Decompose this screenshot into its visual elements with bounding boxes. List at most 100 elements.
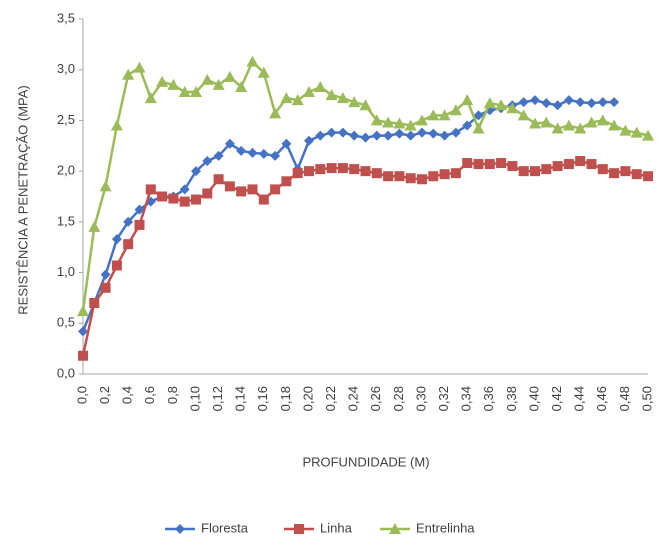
x-tick-label: 0,8 xyxy=(165,386,180,404)
marker xyxy=(462,120,473,131)
x-axis-title: PROFUNDIDADE (M) xyxy=(302,454,429,469)
x-tick-label: 0,14 xyxy=(233,386,248,411)
marker xyxy=(518,97,529,108)
marker xyxy=(111,234,122,245)
marker xyxy=(609,97,620,108)
marker xyxy=(236,145,247,156)
x-tick-label: 0,2 xyxy=(97,386,112,404)
legend-marker xyxy=(294,524,304,534)
marker xyxy=(258,148,269,159)
x-tick-label: 0,30 xyxy=(413,386,428,411)
marker xyxy=(78,326,88,337)
marker xyxy=(585,116,598,128)
marker xyxy=(394,128,405,139)
x-tick-label: 0,16 xyxy=(255,386,270,411)
legend-label: Linha xyxy=(320,520,353,535)
marker xyxy=(630,126,643,138)
marker xyxy=(77,305,89,317)
marker xyxy=(417,174,427,185)
x-tick-label: 0,40 xyxy=(526,386,541,411)
x-tick-label: 0,0 xyxy=(74,386,89,404)
marker xyxy=(428,171,439,182)
marker xyxy=(168,193,179,204)
marker xyxy=(507,161,518,172)
marker xyxy=(551,122,564,134)
marker xyxy=(123,216,134,227)
marker xyxy=(78,350,88,361)
y-tick-label: 2,0 xyxy=(57,163,75,178)
marker xyxy=(383,171,394,182)
marker xyxy=(563,159,574,170)
marker xyxy=(303,86,315,98)
marker xyxy=(89,298,100,308)
marker xyxy=(449,104,462,116)
marker xyxy=(405,130,416,141)
marker xyxy=(179,196,190,207)
marker xyxy=(439,130,450,141)
y-tick-label: 0,0 xyxy=(57,365,75,380)
x-tick-label: 0,32 xyxy=(436,386,451,411)
marker xyxy=(530,95,540,106)
marker xyxy=(133,61,146,73)
marker xyxy=(348,96,361,108)
marker xyxy=(517,109,530,121)
x-tick-label: 0,22 xyxy=(323,386,338,411)
marker xyxy=(337,163,348,174)
marker xyxy=(450,127,461,138)
marker xyxy=(461,94,474,106)
marker xyxy=(360,132,371,143)
x-tick-label: 0,18 xyxy=(278,386,293,411)
x-tick-label: 0,10 xyxy=(187,386,202,411)
marker xyxy=(258,194,269,205)
x-tick-label: 0,42 xyxy=(549,386,564,411)
marker xyxy=(349,130,360,141)
legend-label: Entrelinha xyxy=(416,520,475,535)
marker xyxy=(371,130,382,141)
marker xyxy=(223,70,236,82)
y-tick-label: 0,5 xyxy=(57,315,75,330)
marker xyxy=(247,184,258,195)
marker xyxy=(178,86,191,98)
x-tick-label: 0,20 xyxy=(300,386,315,411)
marker xyxy=(597,164,608,175)
marker xyxy=(100,282,111,293)
marker xyxy=(360,166,371,177)
marker xyxy=(246,55,259,67)
marker xyxy=(552,100,563,111)
legend-marker xyxy=(175,524,185,534)
marker xyxy=(417,127,427,138)
marker xyxy=(496,158,507,169)
marker xyxy=(202,156,213,166)
x-tick-label: 0,26 xyxy=(368,386,383,411)
marker xyxy=(134,204,145,215)
marker xyxy=(597,97,608,108)
y-tick-label: 3,0 xyxy=(57,61,75,76)
y-tick-label: 3,5 xyxy=(57,10,75,25)
x-tick-label: 0,44 xyxy=(572,386,587,411)
marker xyxy=(359,99,372,111)
series-line xyxy=(81,59,649,312)
marker xyxy=(281,138,292,149)
marker xyxy=(643,171,653,182)
marker xyxy=(191,194,201,205)
marker xyxy=(620,166,631,177)
marker xyxy=(529,117,541,129)
marker xyxy=(336,92,349,104)
marker xyxy=(472,122,485,134)
marker xyxy=(270,184,281,195)
marker xyxy=(349,164,360,175)
marker xyxy=(495,99,508,111)
marker xyxy=(540,116,553,128)
legend-label: Floresta xyxy=(201,520,249,535)
legend-marker xyxy=(389,523,401,534)
x-tick-label: 0,38 xyxy=(504,386,519,411)
marker xyxy=(156,75,169,87)
marker xyxy=(110,119,123,131)
marker xyxy=(314,80,327,92)
marker xyxy=(596,114,609,126)
series-line xyxy=(81,159,649,357)
marker xyxy=(99,180,112,192)
marker xyxy=(291,94,304,106)
x-tick-label: 0,12 xyxy=(210,386,225,411)
marker xyxy=(270,150,281,161)
